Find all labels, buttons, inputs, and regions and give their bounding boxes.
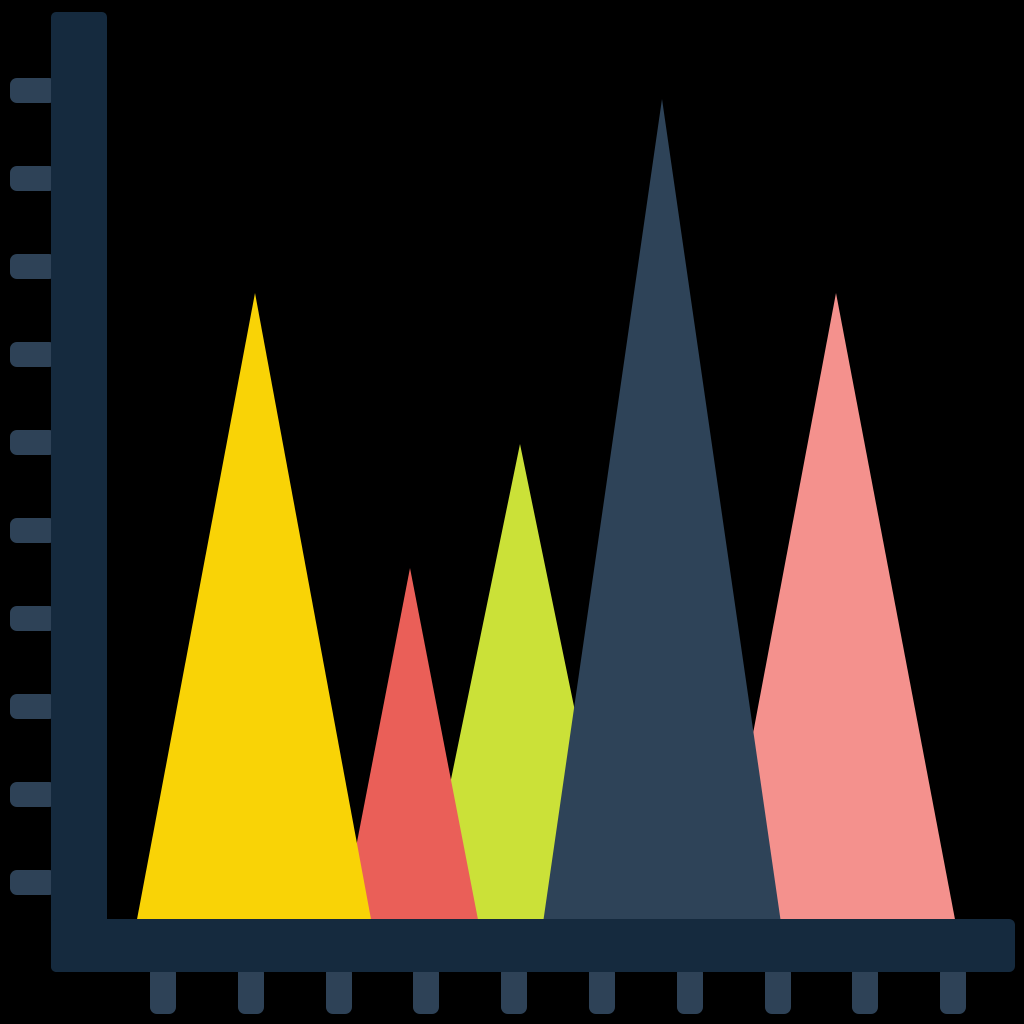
y-axis-tick [10, 606, 56, 631]
peak-pink-triangle [716, 293, 957, 930]
y-axis-tick [10, 694, 56, 719]
peak-yellow-triangle [135, 293, 373, 930]
x-axis-tick [677, 966, 703, 1014]
y-axis-tick [10, 166, 56, 191]
chart-peaks [135, 99, 957, 930]
x-axis-tick [852, 966, 878, 1014]
y-axis-tick [10, 342, 56, 367]
x-axis-tick [765, 966, 791, 1014]
y-axis-tick [10, 430, 56, 455]
x-axis-ticks [150, 966, 966, 1014]
x-axis-tick [501, 966, 527, 1014]
y-axis-ticks [10, 78, 56, 895]
x-axis-tick [238, 966, 264, 1014]
x-axis-tick [589, 966, 615, 1014]
x-axis-tick [150, 966, 176, 1014]
x-axis-tick [413, 966, 439, 1014]
x-axis-bar [51, 919, 1015, 972]
axis-bars [51, 12, 1015, 972]
y-axis-tick [10, 254, 56, 279]
y-axis-bar [51, 12, 107, 972]
y-axis-tick [10, 518, 56, 543]
y-axis-tick [10, 782, 56, 807]
peak-navy-triangle [542, 99, 782, 930]
peak-red-triangle [340, 568, 480, 930]
x-axis-tick [940, 966, 966, 1014]
y-axis-tick [10, 78, 56, 103]
y-axis-tick [10, 870, 56, 895]
x-axis-tick [326, 966, 352, 1014]
